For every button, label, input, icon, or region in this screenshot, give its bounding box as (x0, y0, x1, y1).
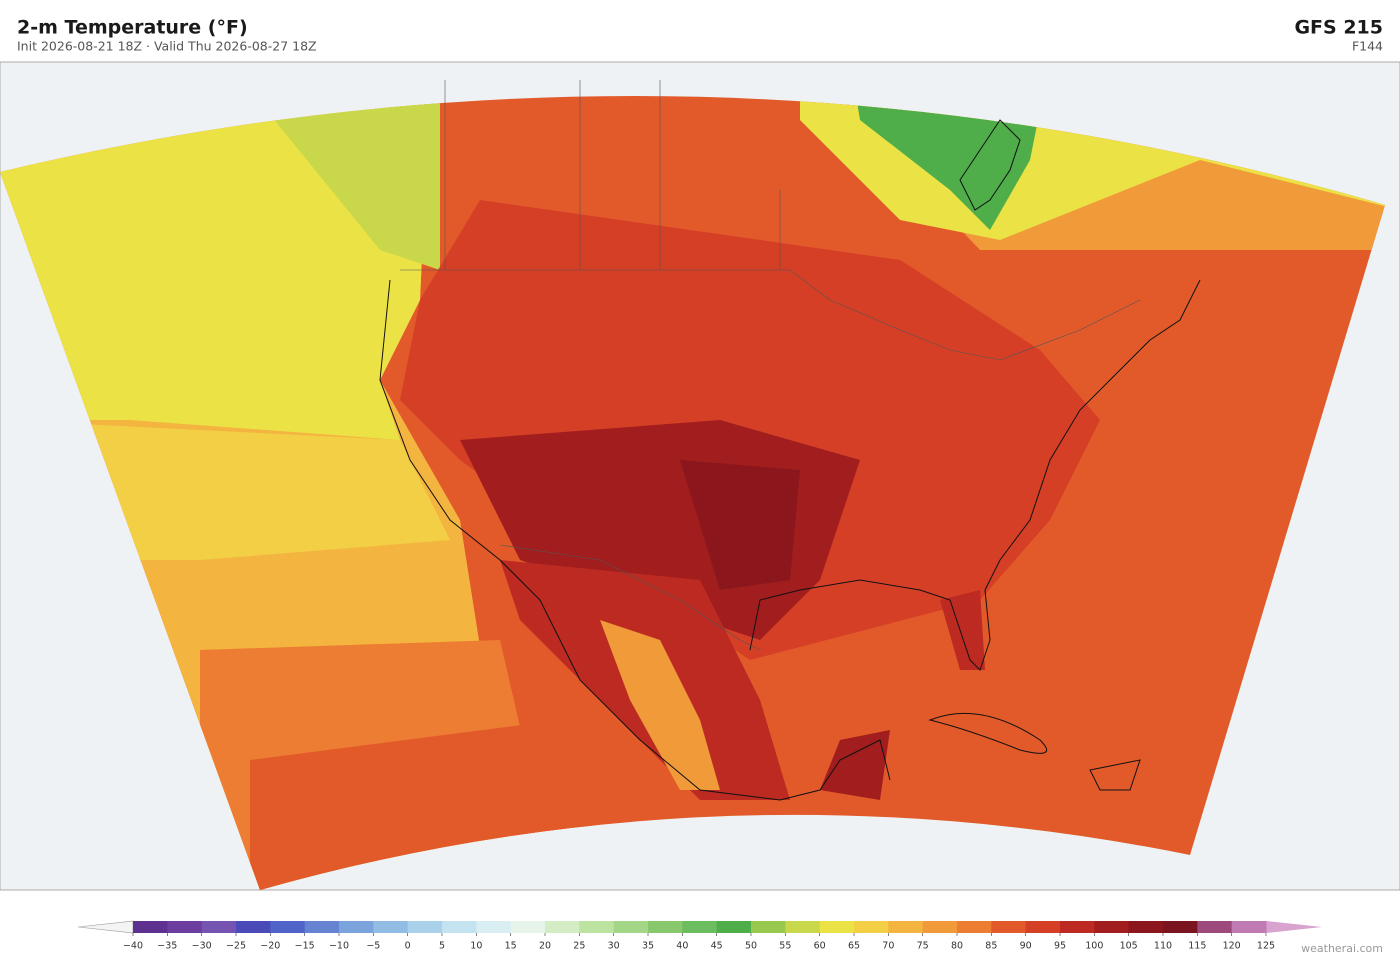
colorbar-tick-label: 80 (951, 941, 963, 952)
colorbar-tick-label: 55 (779, 941, 791, 952)
colorbar-bin (133, 921, 168, 933)
subtitle: Init 2026-08-21 18Z · Valid Thu 2026-08-… (17, 39, 317, 54)
colorbar-tick-label: 70 (882, 941, 894, 952)
colorbar-bin (510, 921, 546, 933)
colorbar-bin (236, 921, 271, 933)
colorbar-bin (167, 921, 203, 933)
colorbar-bin (407, 921, 443, 933)
colorbar-tick-label: 95 (1054, 941, 1066, 952)
colorbar-tick-label: 20 (539, 941, 551, 952)
colorbar-tick-label: 50 (745, 941, 757, 952)
colorbar-bin (1060, 921, 1095, 933)
colorbar-tick-label: −35 (157, 941, 177, 952)
colorbar-tick-label: 5 (439, 941, 445, 952)
borders (400, 80, 1141, 651)
colorbar-tick-label: 35 (642, 941, 654, 952)
colorbar-tick-label: −5 (366, 941, 380, 952)
colorbar-tick-label: 115 (1188, 941, 1206, 952)
colorbar-bin (304, 921, 340, 933)
colorbar-tick-label: −40 (123, 941, 143, 952)
colorbar-bin (270, 921, 306, 933)
colorbar-tick-label: 110 (1154, 941, 1172, 952)
coastlines (379, 119, 1201, 801)
colorbar-bin (819, 921, 855, 933)
colorbar-tick-label: 100 (1085, 941, 1103, 952)
colorbar-tick-label: −15 (295, 941, 315, 952)
colorbar-tick-label: 85 (985, 941, 997, 952)
map (0, 61, 1400, 891)
colorbar-bin (1025, 921, 1061, 933)
colorbar-tick-label: 30 (608, 941, 620, 952)
colorbar-bin (751, 921, 786, 933)
colorbar-tick-label: −30 (192, 941, 212, 952)
colorbar-bin (1128, 921, 1164, 933)
colorbar-tick-label: 75 (917, 941, 929, 952)
colorbar-bin (201, 921, 237, 933)
title: 2-m Temperature (°F) (17, 17, 248, 39)
colorbar-bin (442, 921, 477, 933)
colorbar-bin (579, 921, 615, 933)
colorbar-tick-label: 45 (711, 941, 723, 952)
colorbar-tick-label: −25 (226, 941, 246, 952)
colorbar-bin (1197, 921, 1233, 933)
colorbar-bin (716, 921, 752, 933)
colorbar-bin (991, 921, 1027, 933)
colorbar-bin (888, 921, 924, 933)
colorbar-tick-label: −10 (329, 941, 349, 952)
colorbar-tick-label: 60 (814, 941, 826, 952)
colorbar-bin (476, 921, 512, 933)
colorbar-under (77, 920, 134, 934)
colorbar-tick-label: 105 (1120, 941, 1138, 952)
colorbar-tick-label: 25 (573, 941, 585, 952)
colorbar-bin (1163, 921, 1198, 933)
colorbar-bin (682, 921, 718, 933)
colorbar-over (1266, 921, 1322, 933)
colorbar-tick-label: 125 (1257, 941, 1275, 952)
colorbar-tick-label: 65 (848, 941, 860, 952)
colorbar-tick-label: 90 (1020, 941, 1032, 952)
colorbar-bin (1094, 921, 1130, 933)
credit: weatherai.com (1301, 942, 1383, 955)
colorbar-bin (648, 921, 683, 933)
model-label: GFS 215 (1294, 17, 1383, 39)
colorbar-bin (957, 921, 992, 933)
colorbar-bin (1231, 921, 1267, 933)
colorbar: −40 −35 −30 −25 −20 −15 −10 −5 0 5 10 15 20 25 30 35 40 4… (77, 920, 1322, 952)
forecast-hour: F144 (1352, 39, 1383, 54)
colorbar-bin (545, 921, 580, 933)
colorbar-tick-label: 0 (405, 941, 411, 952)
colorbar-bin (339, 921, 374, 933)
colorbar-tick-label: 40 (676, 941, 688, 952)
colorbar-bin (373, 921, 409, 933)
colorbar-bin (785, 921, 821, 933)
colorbar-bin (854, 921, 889, 933)
colorbar-tick-label: 15 (505, 941, 517, 952)
colorbar-tick-label: −20 (260, 941, 280, 952)
colorbar-bin (613, 921, 649, 933)
colorbar-tick-label: 120 (1223, 941, 1241, 952)
colorbar-bin (922, 921, 958, 933)
colorbar-tick-label: 10 (470, 941, 482, 952)
